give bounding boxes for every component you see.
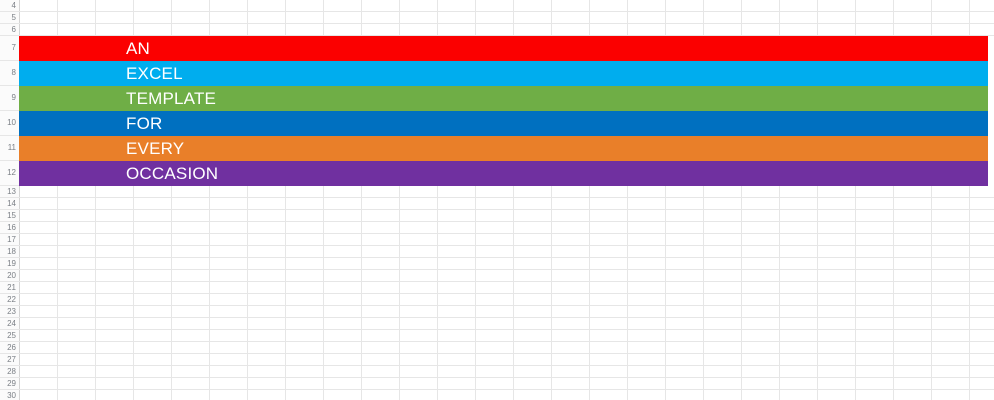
empty-row-22[interactable] [19, 294, 994, 306]
empty-row-23[interactable] [19, 306, 994, 318]
row-header-8[interactable]: 8 [0, 61, 19, 86]
row-header-15[interactable]: 15 [0, 210, 19, 222]
banner-bar-2[interactable]: EXCEL [19, 61, 988, 86]
empty-row-29[interactable] [19, 378, 994, 390]
empty-row-19[interactable] [19, 258, 994, 270]
empty-row-16[interactable] [19, 222, 994, 234]
empty-row-18[interactable] [19, 246, 994, 258]
empty-row-6[interactable] [19, 24, 994, 36]
banner-right-gap-4 [988, 111, 994, 136]
row-header-19[interactable]: 19 [0, 258, 19, 270]
empty-row-5[interactable] [19, 12, 994, 24]
empty-row-27[interactable] [19, 354, 994, 366]
row-header-30[interactable]: 30 [0, 390, 19, 400]
row-header-18[interactable]: 18 [0, 246, 19, 258]
empty-row-28[interactable] [19, 366, 994, 378]
row-header-16[interactable]: 16 [0, 222, 19, 234]
banner-bar-4[interactable]: FOR [19, 111, 988, 136]
row-header-7[interactable]: 7 [0, 36, 19, 61]
row-header-29[interactable]: 29 [0, 378, 19, 390]
banner-right-gap-6 [988, 161, 994, 186]
banner-right-gap-2 [988, 61, 994, 86]
row-header-11[interactable]: 11 [0, 136, 19, 161]
banner-right-gap-5 [988, 136, 994, 161]
empty-row-24[interactable] [19, 318, 994, 330]
banner-text-6: OCCASION [126, 164, 219, 183]
banner-bar-5[interactable]: EVERY [19, 136, 988, 161]
row-header-6[interactable]: 6 [0, 24, 19, 36]
banner-bar-1[interactable]: AN [19, 36, 988, 61]
banner-right-gap-3 [988, 86, 994, 111]
row-header-14[interactable]: 14 [0, 198, 19, 210]
row-header-24[interactable]: 24 [0, 318, 19, 330]
empty-row-20[interactable] [19, 270, 994, 282]
row-header-27[interactable]: 27 [0, 354, 19, 366]
row-header-17[interactable]: 17 [0, 234, 19, 246]
row-header-21[interactable]: 21 [0, 282, 19, 294]
row-header-22[interactable]: 22 [0, 294, 19, 306]
empty-row-17[interactable] [19, 234, 994, 246]
banner-text-1: AN [126, 39, 151, 58]
banner-right-gap-1 [988, 36, 994, 61]
row-header-25[interactable]: 25 [0, 330, 19, 342]
empty-row-30[interactable] [19, 390, 994, 400]
banner-text-4: FOR [126, 114, 163, 133]
empty-row-13[interactable] [19, 186, 994, 198]
row-header-23[interactable]: 23 [0, 306, 19, 318]
row-header-5[interactable]: 5 [0, 12, 19, 24]
banner-bar-3[interactable]: TEMPLATE [19, 86, 988, 111]
empty-row-14[interactable] [19, 198, 994, 210]
empty-row-4[interactable] [19, 0, 994, 12]
row-header-13[interactable]: 13 [0, 186, 19, 198]
row-header-28[interactable]: 28 [0, 366, 19, 378]
row-header-12[interactable]: 12 [0, 161, 19, 186]
row-header-9[interactable]: 9 [0, 86, 19, 111]
empty-row-15[interactable] [19, 210, 994, 222]
banner-text-5: EVERY [126, 139, 185, 158]
empty-row-25[interactable] [19, 330, 994, 342]
banner-bar-6[interactable]: OCCASION [19, 161, 988, 186]
row-header-10[interactable]: 10 [0, 111, 19, 136]
row-header-20[interactable]: 20 [0, 270, 19, 282]
banner-text-3: TEMPLATE [126, 89, 217, 108]
empty-row-21[interactable] [19, 282, 994, 294]
row-header-4[interactable]: 4 [0, 0, 19, 12]
banner-text-2: EXCEL [126, 64, 183, 83]
empty-row-26[interactable] [19, 342, 994, 354]
row-header-26[interactable]: 26 [0, 342, 19, 354]
